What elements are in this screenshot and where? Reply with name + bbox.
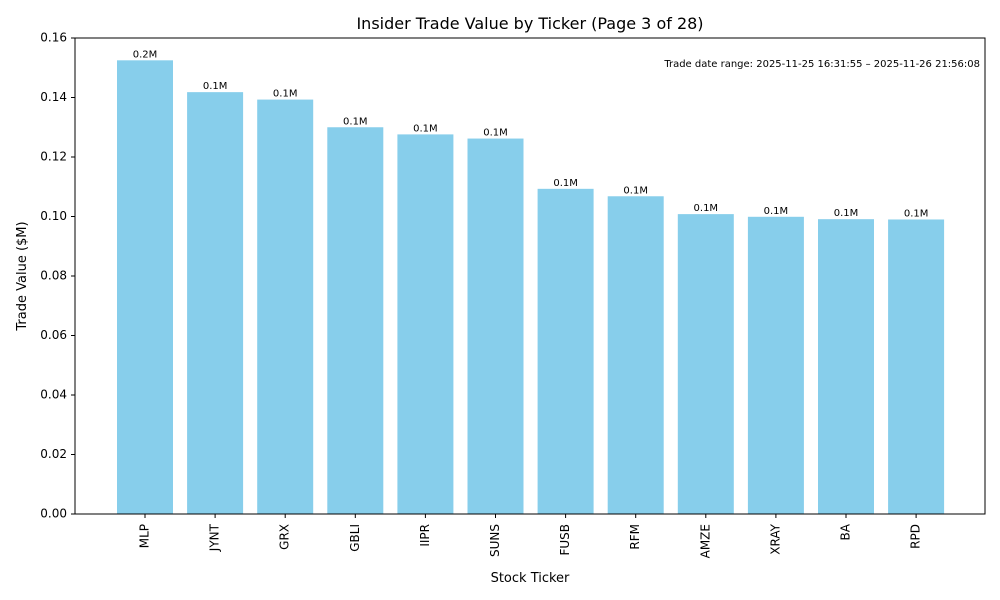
bar-grx — [257, 99, 314, 515]
bar-value-label: 0.1M — [904, 208, 929, 219]
y-tick-label: 0.10 — [40, 209, 67, 223]
bar-ba — [818, 219, 874, 515]
date-range-annotation: Trade date range: 2025-11-25 16:31:55 – … — [663, 59, 980, 70]
x-tick-label: JYNT — [208, 523, 222, 552]
bar-fusb — [537, 188, 594, 514]
bar-value-label: 0.2M — [133, 49, 158, 60]
bar-value-label: 0.1M — [623, 185, 648, 196]
bars-group: 0.2M 0.1M 0.1M 0.1M 0.1M 0.1M 0.1M 0.1M 0.1M 0.1M… — [117, 49, 945, 515]
bar-value-label: 0.1M — [553, 178, 578, 189]
x-tick-label: SUNS — [488, 524, 502, 557]
bar-value-label: 0.1M — [343, 116, 368, 127]
bar-rpd — [888, 219, 945, 514]
x-tick-label: RFM — [628, 524, 642, 550]
bar-value-label: 0.1M — [273, 89, 298, 100]
x-tick-label: XRAY — [768, 523, 782, 554]
y-tick-label: 0.12 — [40, 150, 67, 164]
x-axis-label: Stock Ticker — [491, 571, 570, 586]
x-tick-label: AMZE — [698, 524, 712, 558]
bar-value-label: 0.1M — [694, 203, 719, 214]
x-tick-label: MLP — [138, 524, 152, 548]
x-tick-label: FUSB — [558, 524, 572, 556]
x-axis: MLP JYNT GRX GBLI IIPR SUNS FUSB RFM AMZE XRAY BA R… — [138, 514, 923, 558]
y-tick-label: 0.16 — [40, 31, 67, 45]
chart-title: Insider Trade Value by Ticker (Page 3 of… — [356, 14, 703, 33]
y-tick-label: 0.02 — [40, 447, 67, 461]
y-tick-label: 0.14 — [40, 90, 67, 104]
y-axis: 0.00 0.02 0.04 0.06 0.08 0.10 0.12 0.14 0.16 — [40, 31, 75, 521]
bar-suns — [467, 138, 524, 514]
bar-value-label: 0.1M — [483, 128, 508, 139]
x-tick-label: RPD — [909, 524, 923, 549]
y-tick-label: 0.06 — [40, 328, 67, 342]
plot-frame — [74, 37, 986, 515]
y-tick-label: 0.00 — [40, 507, 67, 521]
x-tick-label: GRX — [278, 524, 292, 550]
bar-xray — [747, 216, 804, 515]
bar-iipr — [397, 134, 454, 514]
y-axis-label: Trade Value ($M) — [15, 221, 30, 331]
bar-amze — [677, 214, 734, 514]
bar-value-label: 0.1M — [413, 123, 438, 134]
x-tick-label: IIPR — [418, 524, 432, 547]
bar-value-label: 0.1M — [834, 208, 859, 219]
y-tick-label: 0.08 — [40, 269, 67, 283]
x-tick-label: GBLI — [348, 524, 362, 552]
bar-mlp — [117, 60, 173, 514]
x-tick-label: BA — [839, 523, 853, 540]
y-tick-label: 0.04 — [40, 388, 67, 402]
bar-rfm — [607, 196, 664, 514]
bar-value-label: 0.1M — [764, 206, 789, 217]
bar-value-label: 0.1M — [203, 81, 228, 92]
bar-jynt — [187, 92, 244, 515]
bar-gbli — [327, 127, 384, 514]
